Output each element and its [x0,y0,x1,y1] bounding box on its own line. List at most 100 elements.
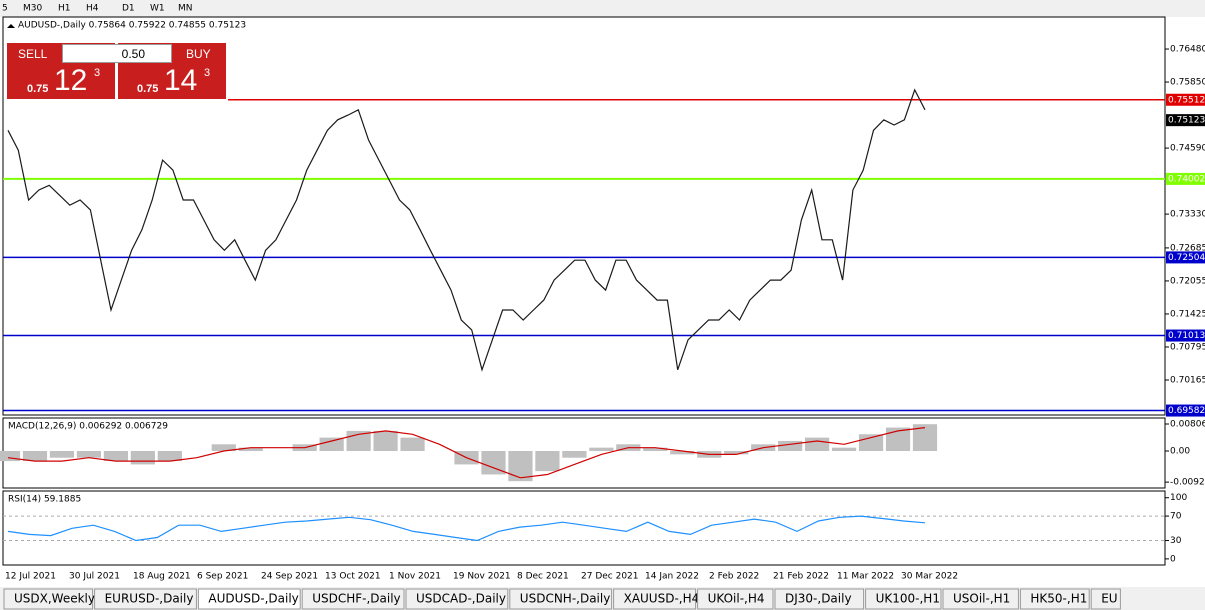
y-tick-label: 0.73330 [1170,210,1205,220]
tab[interactable] [942,588,1019,610]
histogram-bar [724,451,749,455]
current-price-bg [1166,114,1205,127]
indicator-line [7,427,926,479]
y-tick-label: 0.72685 [1170,243,1205,253]
tab[interactable] [774,588,865,610]
histogram-bar [373,430,398,452]
y-tick-label: 0.71425 [1170,309,1205,319]
tab[interactable] [405,588,509,610]
ask-sup: 3 [204,67,211,79]
level-label: 0.71013 [1168,331,1205,341]
histogram-bar [157,451,182,462]
histogram-bar [831,447,857,452]
y-tick-label: 0.74590 [1170,144,1205,154]
histogram-bar [49,451,75,458]
tab[interactable] [613,588,697,610]
y-tick-label: 70 [1170,512,1182,522]
tab-label[interactable]: UK100-,H1 [876,592,940,606]
chart-bg [0,17,1205,587]
tab-label[interactable]: USDCHF-,Daily [312,592,400,606]
y-tick-label: 0.75850 [1170,78,1205,88]
tab-label[interactable]: USDX,Weekly [14,592,95,606]
tab[interactable] [1090,588,1121,610]
timeframe-button[interactable]: H1 [58,4,71,14]
level-label-bg [1166,251,1205,264]
panel-title: MACD(12,26,9) 0.006292 0.006729 [8,422,168,432]
timeframe-button[interactable]: M30 [23,4,42,14]
histogram-bar [400,437,425,452]
level-label-bg [1166,93,1205,106]
tab-label[interactable]: AUDUSD-,Daily [208,592,298,606]
x-tick-label: 27 Dec 2021 [581,572,639,582]
tab-label[interactable]: USDCAD-,Daily [416,592,506,606]
tab-label[interactable]: EU [1101,592,1117,606]
tab[interactable] [94,588,197,610]
x-tick-label: 14 Jan 2022 [645,572,699,582]
bid-big: 12 [54,64,88,97]
histogram-bar [76,451,102,458]
x-tick-label: 8 Dec 2021 [517,572,569,582]
volume-input[interactable]: 0.50 [62,44,172,63]
histogram-bar [0,451,21,462]
x-tick-label: 19 Nov 2021 [453,572,511,582]
y-tick-label: -0.00928 [1170,478,1205,488]
buy-button[interactable]: BUY [186,47,211,61]
timeframe-button[interactable]: H4 [86,4,99,14]
tab[interactable] [3,588,94,610]
indicator-line [7,515,926,542]
histogram-bar [238,447,263,452]
title-arrow [7,24,15,28]
tab[interactable] [197,588,301,610]
tab[interactable] [301,588,405,610]
x-tick-label: 11 Mar 2022 [837,572,894,582]
x-tick-label: 24 Sep 2021 [261,572,318,582]
level-label: 0.72504 [1168,253,1205,263]
tab[interactable] [1019,588,1090,610]
histogram-bar [805,437,830,452]
tab[interactable] [865,588,942,610]
histogram-bar [670,451,695,455]
tab-label[interactable]: DJ30-,Daily [785,592,852,606]
x-tick-label: 30 Jul 2021 [69,572,120,582]
x-tick-label: 12 Jul 2021 [5,572,56,582]
tab[interactable] [697,588,774,610]
main-frame [2,16,1166,416]
tab-label[interactable]: UKOil-,H4 [708,592,765,606]
tab-label[interactable]: HK50-,H1 [1030,592,1087,606]
tab-label[interactable]: USOil-,H1 [953,592,1010,606]
y-tick-label: 0.76480 [1170,45,1205,55]
tab-label[interactable]: EURUSD-,Daily [105,592,194,606]
timeframe-button[interactable]: W1 [150,4,165,14]
histogram-bar [130,451,155,465]
level-label-bg [1166,329,1205,342]
histogram-bar [319,437,344,452]
price-line [7,88,926,372]
rsi-frame [2,490,1166,566]
x-tick-label: 21 Feb 2022 [773,572,829,582]
histogram-bar [778,440,803,452]
tab[interactable] [509,588,613,610]
level-label: 0.74002 [1168,174,1205,184]
x-tick-label: 2 Feb 2022 [709,572,759,582]
timeframe-button[interactable]: 5 [2,4,8,14]
histogram-bar [589,447,614,452]
sell-button[interactable]: SELL [18,47,48,61]
histogram-bar [508,451,533,482]
y-tick-label: 0.00806 [1170,419,1205,429]
histogram-bar [643,447,668,452]
histogram-bar [885,427,911,452]
x-tick-label: 1 Nov 2021 [389,572,441,582]
tab-label[interactable]: USDCNH-,Daily [520,592,611,606]
level-label-bg [1166,172,1205,185]
ask-prefix: 0.75 [137,83,159,95]
panel-title: RSI(14) 59.1885 [8,495,81,505]
y-tick-label: 0.70795 [1170,342,1205,352]
x-tick-label: 30 Mar 2022 [901,572,958,582]
timeframe-button[interactable]: D1 [122,4,135,14]
tab-label[interactable]: XAUUSD-,H4 [624,592,700,606]
y-tick-label: 30 [1170,536,1182,546]
timeframe-button[interactable]: MN [178,4,193,14]
histogram-bar [481,451,506,475]
histogram-bar [103,451,128,462]
